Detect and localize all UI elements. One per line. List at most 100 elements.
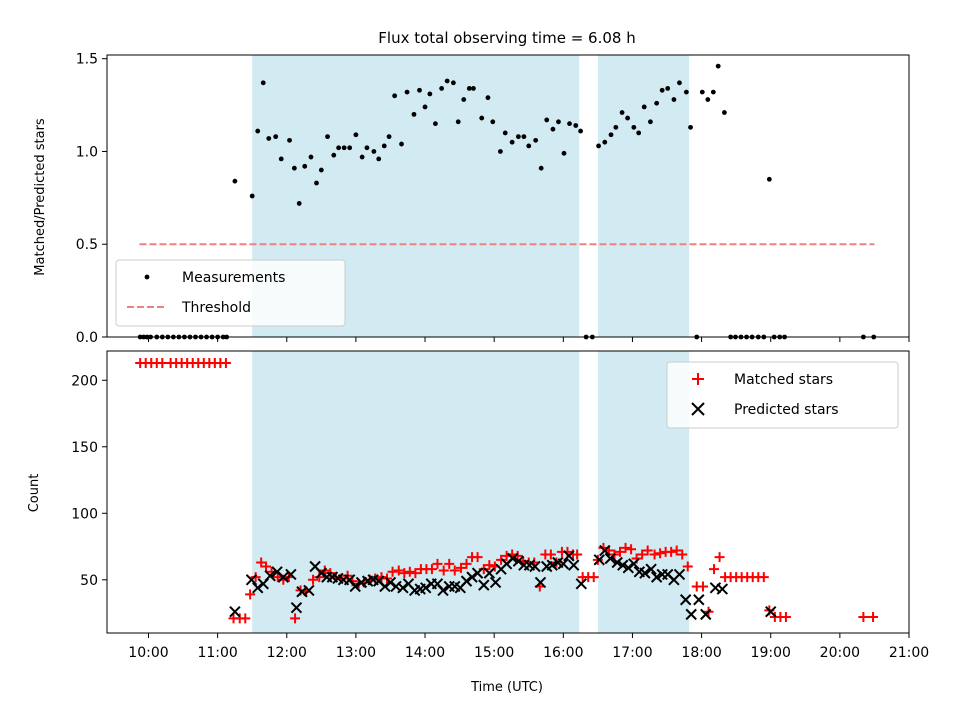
predicted-star-marker — [639, 567, 651, 579]
legend-predicted-label: Predicted stars — [734, 402, 839, 418]
measurement-point — [376, 156, 382, 162]
measurement-point — [671, 97, 677, 102]
matched-star-marker — [697, 581, 708, 592]
x-tick-label: 20:00 — [820, 645, 860, 661]
measurement-point — [260, 80, 266, 86]
time-x-tick-labels: 10:00 11:00 12:00 13:00 14:00 15:00 16:00 17:00… — [128, 645, 929, 661]
measurement-point — [336, 145, 342, 151]
measurement-point — [538, 165, 544, 171]
x-tick-label: 17:00 — [612, 645, 652, 661]
predicted-star-marker — [604, 552, 617, 565]
measurement-point — [404, 89, 410, 95]
matched-star-marker — [472, 552, 483, 563]
measurement-point — [461, 97, 467, 102]
matched-star-marker — [250, 572, 261, 583]
matched-star-marker — [449, 565, 460, 576]
predicted-star-marker — [693, 594, 705, 606]
y-tick-label: 50 — [80, 573, 98, 589]
measurement-point — [417, 87, 422, 93]
predicted-star-marker — [252, 582, 264, 594]
predicted-star-marker — [507, 552, 519, 565]
legend-measurement-marker — [144, 274, 150, 280]
matched-star-marker — [245, 589, 256, 600]
measurement-point — [766, 176, 772, 182]
measurement-point — [466, 85, 472, 91]
measurement-point — [533, 137, 539, 143]
measurement-point — [485, 95, 491, 101]
count-legend-box — [666, 361, 899, 429]
measurement-point — [471, 85, 476, 91]
predicted-star-marker — [628, 558, 640, 570]
measurement-point — [625, 115, 631, 121]
measurement-point — [683, 89, 689, 95]
y-tick-label: 1.5 — [76, 52, 98, 68]
matched-star-marker — [858, 612, 869, 623]
matched-star-marker — [314, 572, 325, 583]
predicted-star-marker — [765, 606, 777, 618]
x-tick-label: 12:00 — [267, 645, 307, 661]
measurement-point — [613, 124, 619, 130]
measurement-point — [648, 119, 653, 125]
measurement-point — [427, 91, 433, 97]
measurement-point — [347, 145, 353, 151]
count-axes — [102, 350, 910, 638]
measurement-point — [641, 104, 647, 110]
matched-star-marker — [666, 546, 677, 557]
matched-star-marker — [220, 357, 231, 368]
y-tick-label: 200 — [71, 373, 98, 389]
predicted-star-marker — [622, 562, 635, 574]
count-y-axis-label: Count — [27, 474, 42, 513]
predicted-star-marker — [534, 576, 547, 589]
measurement-point — [578, 128, 583, 134]
predicted-star-marker — [478, 579, 490, 591]
predicted-star-marker — [277, 571, 290, 583]
predicted-star-marker — [546, 559, 558, 571]
matched-star-marker — [620, 542, 631, 553]
ratio-axes — [102, 54, 910, 342]
measurement-point — [497, 149, 503, 154]
matched-star-marker — [444, 558, 455, 569]
matched-star-marker — [671, 545, 682, 556]
predicted-star-marker — [349, 580, 361, 593]
measurement-point — [341, 145, 347, 151]
measurement-point — [722, 110, 727, 115]
x-tick-label: 15:00 — [474, 645, 514, 661]
matched-star-marker — [484, 560, 495, 571]
predicted-star-marker — [264, 570, 276, 582]
matched-star-marker — [588, 572, 599, 583]
matched-star-marker — [714, 552, 725, 563]
measurement-point — [502, 130, 508, 136]
measurement-point — [439, 85, 445, 91]
measurement-point — [550, 126, 556, 132]
predicted-stars-points — [229, 544, 777, 621]
measurement-point — [677, 80, 682, 86]
predicted-star-marker — [460, 575, 473, 587]
predicted-star-marker — [716, 583, 729, 595]
predicted-star-marker — [489, 576, 502, 589]
measurement-point — [353, 132, 359, 138]
x-tick-label: 10:00 — [128, 645, 168, 661]
measurement-point — [266, 136, 272, 141]
matched-star-marker — [461, 558, 472, 569]
measurement-point — [455, 119, 461, 125]
measurement-point — [359, 154, 365, 160]
measurement-point — [526, 143, 532, 149]
measurement-points — [137, 63, 877, 340]
matched-star-marker — [642, 545, 653, 556]
measurement-point — [325, 134, 330, 140]
measurement-point — [490, 119, 496, 125]
measurement-point — [509, 139, 515, 145]
measurement-point — [411, 111, 417, 117]
legend-matched-marker — [692, 373, 704, 385]
measurement-point — [278, 156, 284, 162]
measurement-point — [567, 121, 572, 127]
measurement-point — [654, 100, 660, 106]
y-tick-label: 1.0 — [76, 144, 98, 160]
y-tick-label: 150 — [71, 440, 98, 456]
matched-star-marker — [545, 549, 556, 560]
matched-star-marker — [455, 562, 466, 573]
x-axis-label: Time (UTC) — [470, 680, 543, 695]
measurement-point — [287, 137, 292, 143]
measurement-point — [619, 110, 625, 115]
measurement-point — [715, 63, 721, 69]
